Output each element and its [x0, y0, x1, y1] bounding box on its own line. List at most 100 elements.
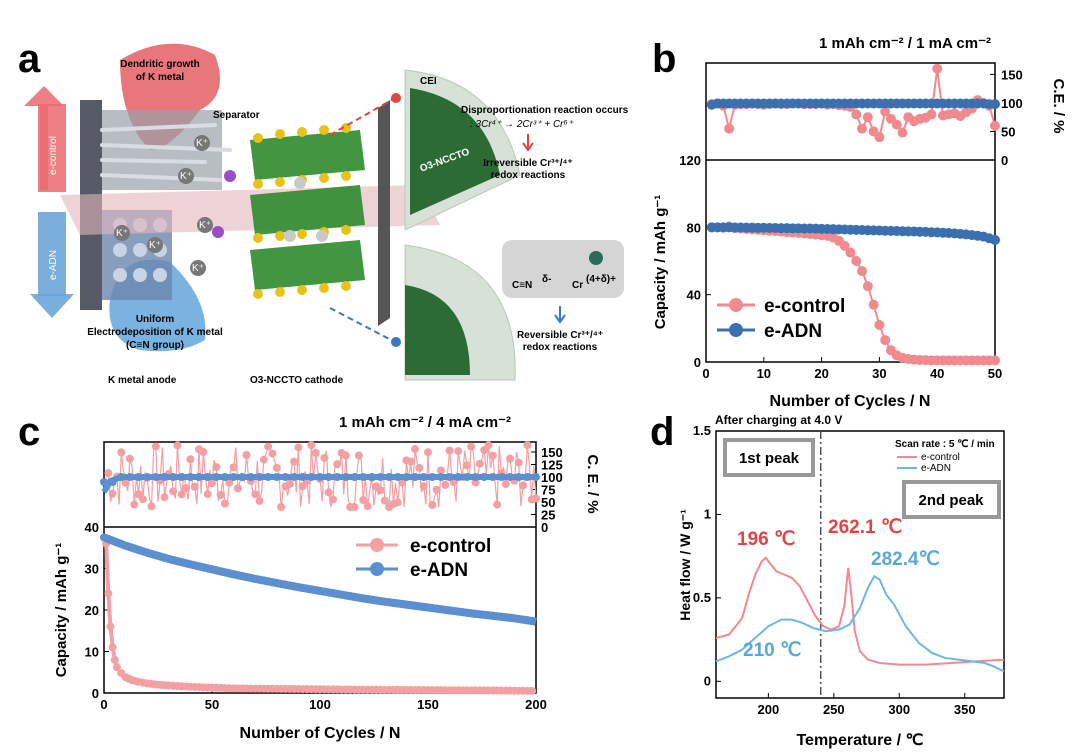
capacity-point — [851, 256, 862, 266]
ce-point — [341, 473, 350, 481]
ce-tick-label: 0 — [541, 520, 548, 535]
ce-point — [891, 119, 902, 130]
cathode-label: O3-NCCTO cathode — [250, 375, 344, 386]
capacity-point — [110, 655, 119, 664]
ce-point — [290, 473, 299, 481]
capacity-point — [880, 335, 891, 346]
capacity-point — [874, 319, 885, 330]
peak-annotation: 196 ℃ — [737, 529, 795, 550]
ce-point — [272, 473, 281, 481]
y-tick-label: 1.5 — [693, 423, 711, 438]
first-peak-box — [723, 438, 815, 477]
ce-point — [324, 473, 333, 481]
y-tick-label: 0 — [92, 686, 99, 701]
second-peak-label: 2nd peak — [918, 492, 984, 509]
ce-point — [419, 473, 428, 481]
x-tick-label: 0 — [100, 697, 107, 712]
capacity-point — [527, 616, 536, 625]
second-peak-box — [902, 480, 1001, 519]
plot-frame — [715, 430, 1005, 699]
ce-point — [238, 473, 247, 481]
cn-sup: δ- — [542, 274, 551, 285]
legend-label: e-ADN — [764, 321, 822, 342]
capacity-point — [862, 281, 873, 292]
capacity-point — [839, 240, 850, 251]
chart-title: 1 mAh cm⁻² / 1 mA cm⁻² — [819, 35, 991, 52]
legend-label: e-ADN — [410, 560, 468, 581]
legend-marker — [729, 323, 743, 337]
down-arrow-blue-icon — [554, 306, 566, 324]
legend-marker — [729, 298, 743, 312]
dendritic-label-2: of K metal — [136, 72, 185, 83]
k-ions: K⁺ K⁺ K⁺ K⁺ K⁺ K⁺ — [114, 135, 236, 276]
svg-text:K⁺: K⁺ — [149, 240, 161, 251]
connector-top — [329, 97, 396, 136]
ce-tick-label: 50 — [1001, 124, 1015, 139]
capacity-point — [106, 622, 115, 631]
y-tick-label: 0.5 — [693, 590, 711, 605]
down-arrow-red-icon — [522, 134, 534, 152]
cr-sup: (4+δ)+ — [586, 274, 616, 285]
capacity-point — [527, 686, 536, 695]
dsc-curve-e-control — [715, 556, 1005, 666]
x-tick-label: 20 — [814, 366, 828, 381]
ce-point — [393, 473, 402, 481]
peak-annotation: 262.1 ℃ — [828, 517, 902, 538]
x-tick-label: 50 — [205, 697, 219, 712]
ce-point — [523, 473, 532, 481]
ce-point — [212, 473, 221, 481]
legend-label: e-control — [764, 296, 845, 317]
legend-marker — [370, 562, 384, 576]
ce-point — [454, 473, 463, 481]
capacity-point — [104, 589, 113, 598]
ce-point — [851, 109, 862, 120]
ce-tick-label: 150 — [541, 445, 563, 460]
x-axis-label: Number of Cycles / N — [240, 725, 401, 742]
chart-title: After charging at 4.0 V — [715, 413, 842, 427]
dsc-curve-e-ADN — [715, 574, 1005, 673]
panel-c-chart: 1 mAh cm⁻² / 4 mA cm⁻² 0 50 100 150 200 0 10 20 3… — [53, 414, 601, 742]
bottom-arrow-label: e-ADN — [48, 250, 59, 280]
ce-point — [990, 99, 1000, 110]
x-tick-label: 150 — [417, 697, 439, 712]
panel-letter-b: b — [652, 37, 676, 81]
ce-point — [428, 473, 437, 481]
peak-annotation: 210 ℃ — [743, 640, 801, 661]
panel-letter-d: d — [650, 410, 674, 454]
ce-point — [897, 127, 908, 138]
ce-point — [316, 473, 324, 481]
panel-b-chart: 1 mAh cm⁻² / 1 mA cm⁻² 0 10 20 30 40 50 0 40 80 12… — [652, 35, 1067, 410]
separator-label: Separator — [213, 110, 260, 121]
capacity-line-e-control — [711, 225, 995, 362]
chart-title: 1 mAh cm⁻² / 4 mA cm⁻² — [339, 414, 511, 431]
ce-axis-label: C. E. / % — [584, 454, 601, 513]
uniform-label-1: Uniform — [136, 314, 174, 325]
ce-point — [385, 473, 394, 481]
ce-point — [359, 473, 368, 481]
collector-plate — [378, 100, 390, 326]
red-arrow-body — [38, 104, 66, 192]
y-tick-label: 120 — [679, 153, 701, 168]
y-tick-label: 0 — [704, 673, 711, 688]
ce-point — [350, 473, 359, 481]
y-tick-label: 0 — [694, 355, 701, 370]
capacity-point — [857, 266, 868, 277]
ce-point — [990, 120, 1000, 131]
cei-label: CEI — [420, 76, 437, 87]
ce-point — [229, 473, 238, 481]
ce-point — [143, 473, 152, 481]
ce-point — [298, 473, 307, 481]
ce-line-e-control — [105, 445, 537, 509]
cei-particle-top — [410, 88, 500, 215]
ce-tick-label: 75 — [541, 483, 555, 498]
ce-point — [436, 473, 445, 481]
x-tick-label: 250 — [823, 702, 845, 717]
blue-arrow-icon — [30, 294, 74, 318]
ce-point — [857, 123, 868, 134]
capacity-point — [990, 234, 1000, 245]
svg-text:K⁺: K⁺ — [192, 263, 204, 274]
ce-point — [932, 63, 943, 74]
ce-point — [488, 473, 497, 481]
legend-title: Scan rate : 5 ℃ / min — [895, 439, 995, 450]
